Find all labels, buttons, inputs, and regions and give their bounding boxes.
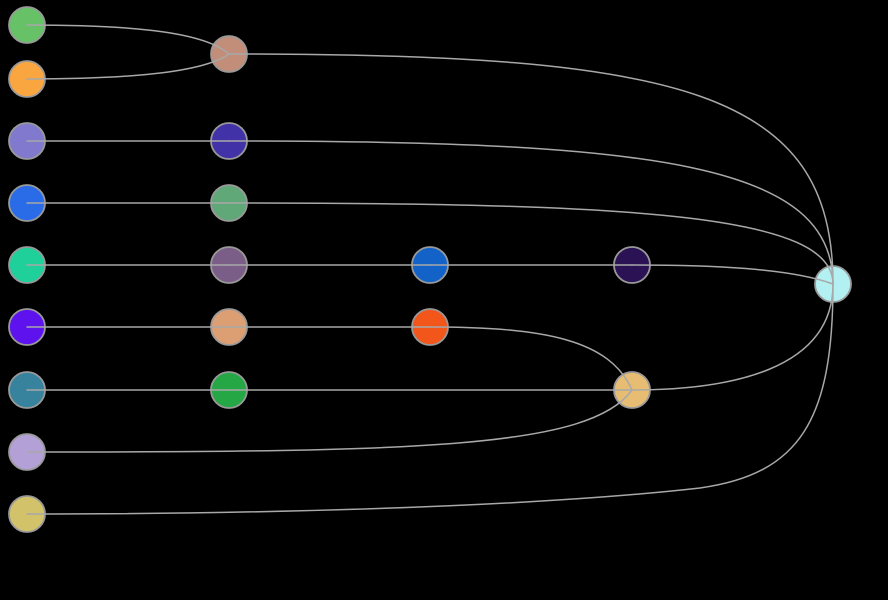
node-layer: [8, 6, 852, 533]
graph-edge-M1-R1: [228, 53, 834, 285]
graph-edge-L9-R1: [26, 283, 834, 515]
graph-edge-L2-M1: [26, 53, 230, 80]
graph-edge-M2-R1: [228, 140, 834, 285]
graph-edge-L1-M1: [26, 24, 230, 55]
graph-edge-Q2-R1: [631, 283, 834, 391]
graph-edge-L8-Q2: [26, 389, 633, 453]
graph-edge-Q1-R1: [631, 264, 834, 285]
graph-edge-P2-Q2: [429, 326, 633, 391]
edge-layer: [26, 24, 834, 515]
graph-edge-M3-R1: [228, 202, 834, 285]
